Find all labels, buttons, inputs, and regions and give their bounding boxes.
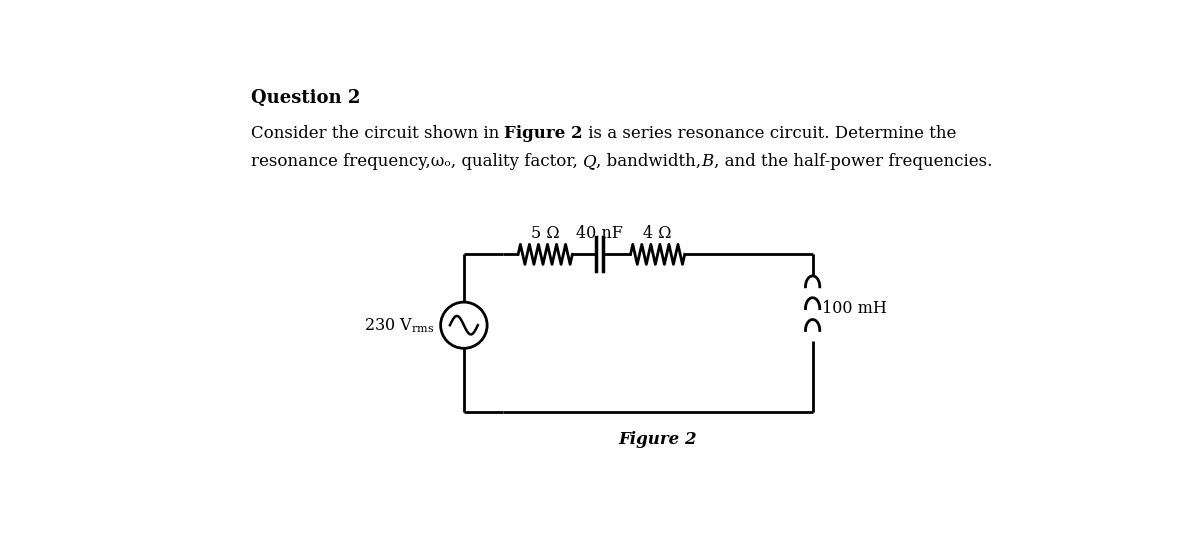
- Text: 5 Ω: 5 Ω: [530, 225, 559, 242]
- Text: is a series resonance circuit. Determine the: is a series resonance circuit. Determine…: [583, 125, 956, 142]
- Text: Figure 2: Figure 2: [618, 432, 697, 448]
- Text: 40 nF: 40 nF: [576, 225, 623, 242]
- Text: , and the half-power frequencies.: , and the half-power frequencies.: [714, 153, 992, 170]
- Text: 100 mH: 100 mH: [822, 300, 887, 317]
- Text: B: B: [702, 153, 714, 170]
- Text: 4 Ω: 4 Ω: [643, 225, 672, 242]
- Text: Consider the circuit shown in: Consider the circuit shown in: [251, 125, 504, 142]
- Text: Figure 2: Figure 2: [504, 125, 583, 142]
- Text: resonance frequency,ωₒ, quality factor,: resonance frequency,ωₒ, quality factor,: [251, 153, 583, 170]
- Text: , bandwidth,: , bandwidth,: [596, 153, 702, 170]
- Text: Q: Q: [583, 153, 596, 170]
- Text: 230 V$_{\mathregular{rms}}$: 230 V$_{\mathregular{rms}}$: [364, 316, 434, 335]
- Text: Question 2: Question 2: [251, 89, 360, 107]
